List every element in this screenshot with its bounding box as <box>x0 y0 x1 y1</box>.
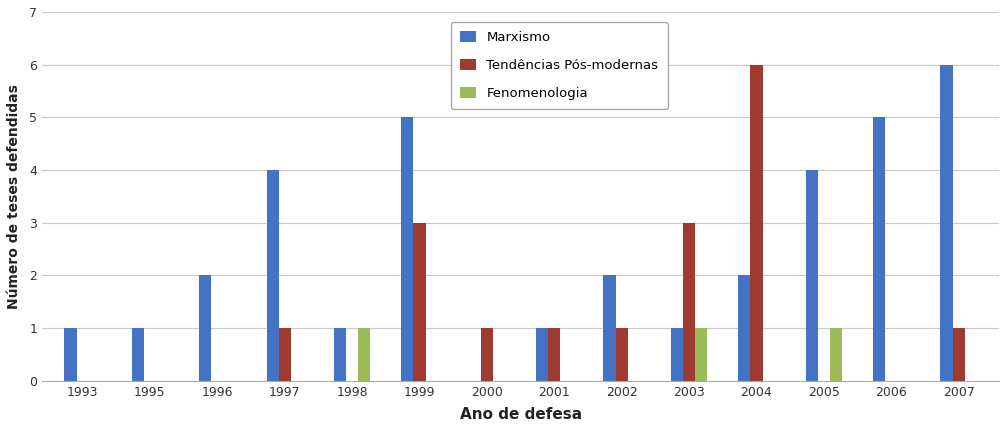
Bar <box>616 328 628 381</box>
Bar <box>671 328 683 381</box>
Y-axis label: Número de teses defendidas: Número de teses defendidas <box>7 84 21 309</box>
Bar <box>279 328 291 381</box>
Bar <box>873 118 885 381</box>
Bar <box>941 65 953 381</box>
Bar <box>64 328 76 381</box>
Bar <box>548 328 560 381</box>
Bar <box>481 328 493 381</box>
Bar <box>413 223 426 381</box>
Bar <box>683 223 695 381</box>
X-axis label: Ano de defesa: Ano de defesa <box>460 407 581 422</box>
Bar <box>358 328 370 381</box>
Legend: Marxismo, Tendências Pós-modernas, Fenomenologia: Marxismo, Tendências Pós-modernas, Fenom… <box>451 22 668 109</box>
Bar <box>199 275 211 381</box>
Bar <box>738 275 750 381</box>
Bar <box>334 328 346 381</box>
Bar <box>830 328 842 381</box>
Bar <box>750 65 763 381</box>
Bar <box>132 328 144 381</box>
Bar <box>536 328 548 381</box>
Bar <box>401 118 413 381</box>
Bar <box>806 170 818 381</box>
Bar <box>695 328 707 381</box>
Bar <box>604 275 616 381</box>
Bar <box>267 170 279 381</box>
Bar <box>953 328 965 381</box>
